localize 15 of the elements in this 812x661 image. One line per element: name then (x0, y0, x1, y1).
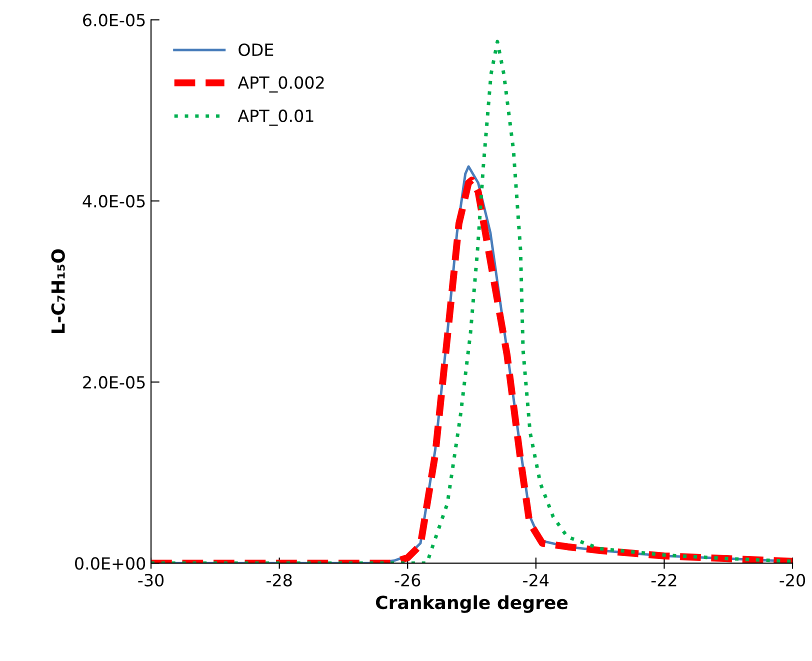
x-tick-label: -30 (138, 574, 164, 586)
legend-label: APT_0.01 (238, 110, 314, 126)
y-tick-label: 0.0E+00 (75, 557, 146, 570)
x-tick-label: -22 (651, 574, 676, 586)
legend-label: ODE (238, 43, 274, 56)
legend-label: APT_0.002 (238, 76, 324, 93)
y-tick-label: 2.0E-05 (83, 376, 145, 389)
y-axis-title: L-C₇H₁₅O (51, 249, 65, 334)
x-axis-title: Crankangle degree (376, 595, 568, 613)
y-tick-label: 4.0E-05 (82, 194, 145, 208)
y-tick-label: 6.0E-05 (83, 14, 145, 26)
x-tick-label: -28 (266, 574, 292, 586)
x-tick-label: -26 (394, 574, 420, 586)
x-tick-label: -24 (523, 574, 549, 586)
x-tick-label: -20 (780, 574, 806, 586)
